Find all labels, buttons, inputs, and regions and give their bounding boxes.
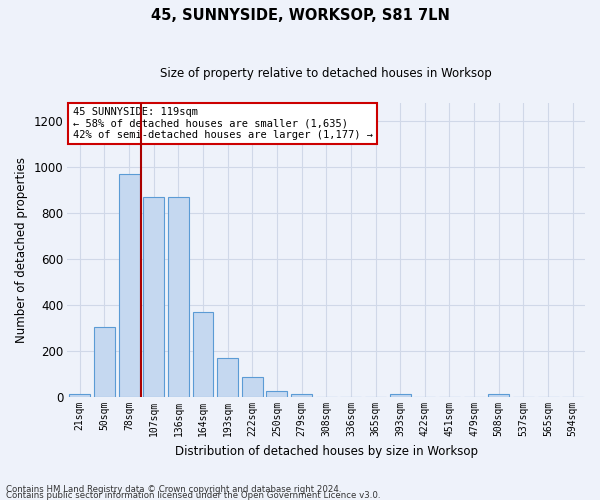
Y-axis label: Number of detached properties: Number of detached properties [15, 156, 28, 342]
Bar [119, 174, 140, 397]
Text: Contains public sector information licensed under the Open Government Licence v3: Contains public sector information licen… [6, 491, 380, 500]
X-axis label: Distribution of detached houses by size in Worksop: Distribution of detached houses by size … [175, 444, 478, 458]
Bar [168, 197, 189, 397]
Bar [389, 394, 410, 397]
Bar [70, 394, 90, 397]
Bar [291, 394, 312, 397]
Bar [488, 394, 509, 397]
Bar [143, 197, 164, 397]
Bar [266, 390, 287, 397]
Bar [193, 312, 214, 397]
Title: Size of property relative to detached houses in Worksop: Size of property relative to detached ho… [160, 68, 492, 80]
Text: 45, SUNNYSIDE, WORKSOP, S81 7LN: 45, SUNNYSIDE, WORKSOP, S81 7LN [151, 8, 449, 22]
Bar [242, 376, 263, 397]
Text: Contains HM Land Registry data © Crown copyright and database right 2024.: Contains HM Land Registry data © Crown c… [6, 485, 341, 494]
Text: 45 SUNNYSIDE: 119sqm
← 58% of detached houses are smaller (1,635)
42% of semi-de: 45 SUNNYSIDE: 119sqm ← 58% of detached h… [73, 107, 373, 140]
Bar [94, 326, 115, 397]
Bar [217, 358, 238, 397]
